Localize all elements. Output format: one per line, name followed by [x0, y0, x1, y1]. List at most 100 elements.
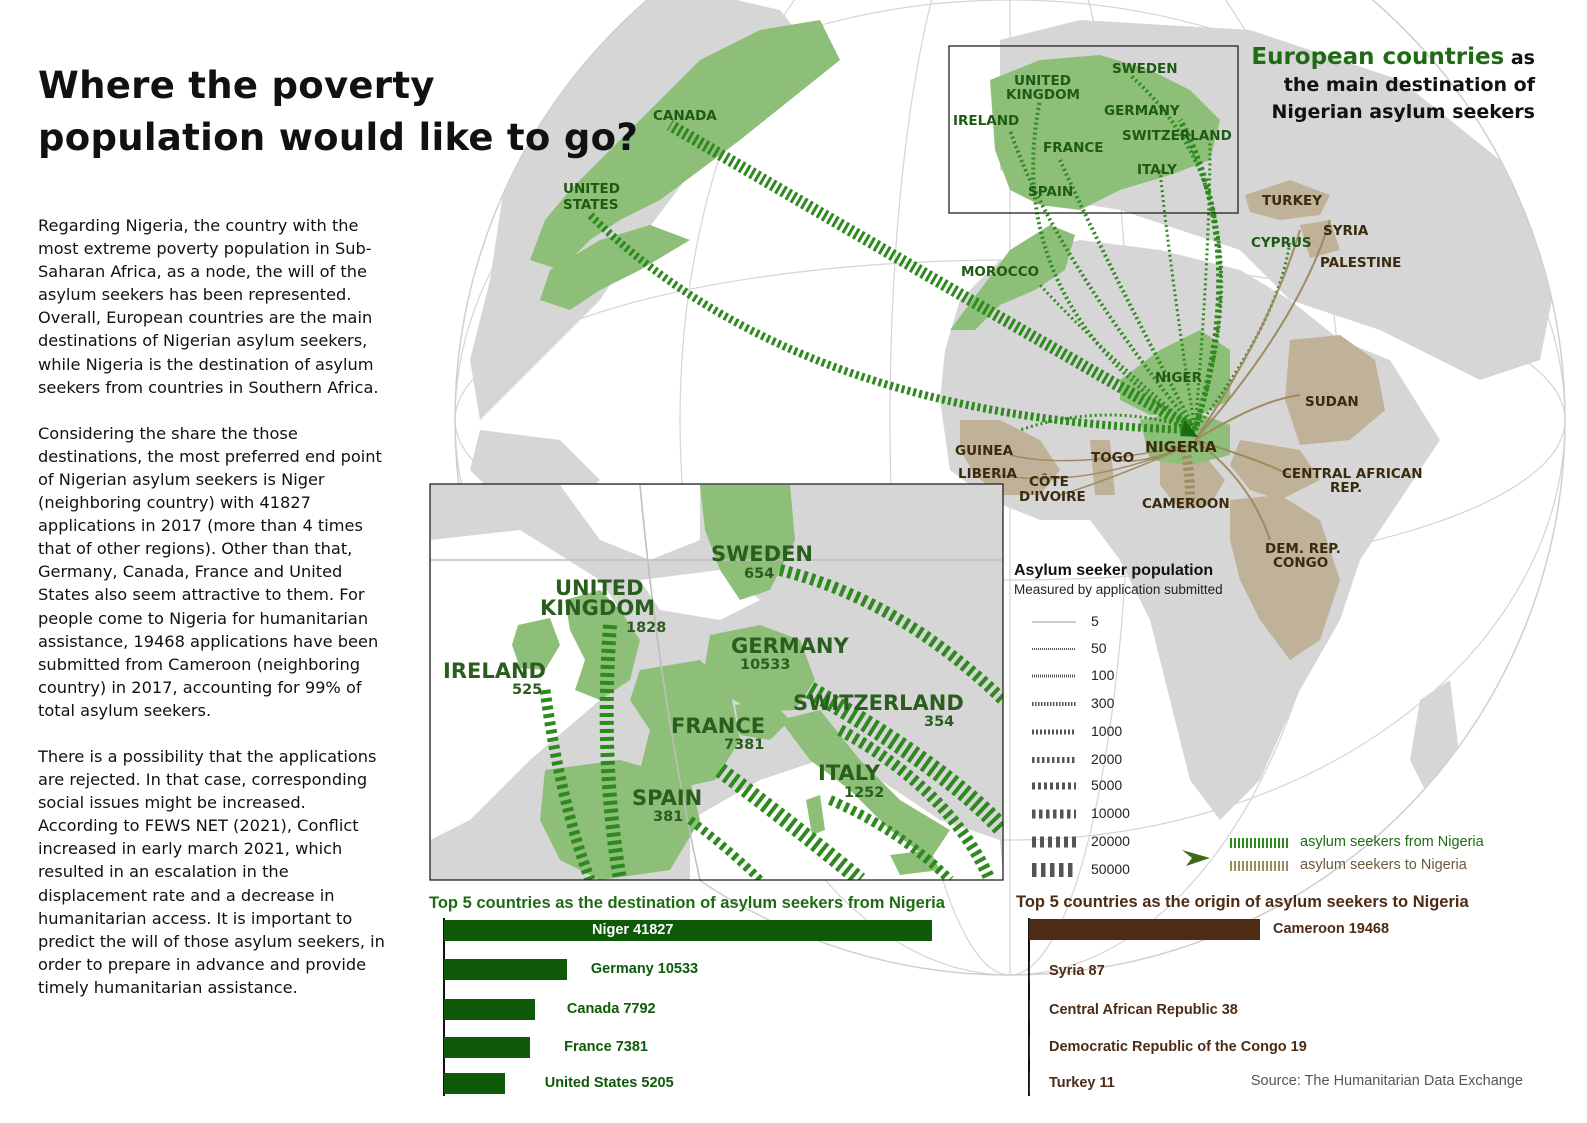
legend-title: Asylum seeker population [1014, 562, 1214, 579]
legend-line-sample [1032, 782, 1076, 790]
bar-label: Niger 41827 [592, 922, 674, 938]
bar [444, 959, 567, 980]
legend-scale-value: 100 [1091, 667, 1115, 683]
inset-label-uk-2: KINGDOM [540, 596, 655, 620]
inset-value-ireland: 525 [512, 682, 542, 698]
body-paragraph: Regarding Nigeria, the country with the … [38, 216, 379, 397]
bar [1029, 1073, 1030, 1094]
bar [444, 999, 535, 1020]
bar [1029, 919, 1260, 940]
inset-label-france: FRANCE [671, 714, 765, 738]
legend-line-sample [1032, 674, 1076, 678]
label-us-1: UNITED [563, 181, 620, 197]
legend-scale-value: 50000 [1091, 861, 1130, 877]
inset-value-france: 7381 [724, 737, 764, 753]
legend-scale-value: 20000 [1091, 833, 1130, 849]
bar [1029, 1037, 1030, 1058]
legend-line-sample [1032, 809, 1076, 819]
inset-value-spain: 381 [653, 809, 683, 825]
label-canada: CANADA [653, 108, 717, 124]
legend-scale-value: 50 [1091, 640, 1107, 656]
legend-scale-value: 10000 [1091, 805, 1130, 821]
label-switzerland: SWITZERLAND [1122, 128, 1232, 144]
bar [1029, 961, 1031, 982]
bar [1029, 1000, 1030, 1021]
label-drc-1: DEM. REP. [1265, 541, 1341, 557]
inset-label-germany: GERMANY [731, 634, 849, 658]
label-germany: GERMANY [1104, 103, 1180, 119]
label-guinea: GUINEA [955, 443, 1014, 459]
bar-label: United States 5205 [544, 1075, 674, 1091]
label-nigeria: NIGERIA [1145, 438, 1217, 456]
label-spain: SPAIN [1028, 184, 1073, 200]
chart-title-origin: Top 5 countries as the origin of asylum … [1016, 893, 1469, 911]
bar [444, 1037, 531, 1058]
legend-subtitle: Measured by application submitted [1014, 582, 1223, 597]
label-drc-2: CONGO [1273, 555, 1328, 571]
inset-label-sweden: SWEDEN [711, 542, 813, 566]
europe-heading-rest: as [1504, 47, 1535, 69]
body-paragraph: Considering the share the those destinat… [38, 423, 382, 720]
label-france: FRANCE [1043, 140, 1104, 156]
legend-line-sample [1032, 702, 1076, 706]
label-syria: SYRIA [1323, 223, 1369, 239]
label-togo: TOGO [1091, 450, 1134, 466]
legend-key-samples [1230, 838, 1288, 871]
label-us-2: STATES [563, 197, 618, 213]
inset-label-switzerland: SWITZERLAND [793, 691, 964, 715]
legend-to-label: asylum seekers to Nigeria [1300, 857, 1467, 873]
label-turkey: TURKEY [1262, 193, 1322, 209]
label-car-1: CENTRAL AFRICAN [1282, 466, 1423, 482]
inset-label-italy: ITALY [818, 761, 881, 785]
label-cote-2: D'IVOIRE [1019, 489, 1086, 505]
label-palestine: PALESTINE [1320, 255, 1401, 271]
label-italy: ITALY [1137, 162, 1177, 178]
inset-value-germany: 10533 [740, 657, 790, 673]
label-morocco: MOROCCO [961, 264, 1039, 280]
label-cameroon: CAMEROON [1142, 496, 1230, 512]
legend-from-label: asylum seekers from Nigeria [1300, 834, 1484, 850]
legend-scale-value: 2000 [1091, 751, 1123, 767]
legend-line-sample [1032, 836, 1076, 848]
bar-label: Syria 87 [1049, 963, 1105, 979]
label-cote-1: CÔTE [1029, 472, 1069, 490]
label-uk-1: UNITED [1014, 73, 1071, 89]
legend: Asylum seeker population Measured by app… [1014, 562, 1274, 597]
bar-label: Cameroon 19468 [1273, 921, 1390, 937]
label-ireland: IRELAND [953, 113, 1019, 129]
legend-line-sample [1032, 648, 1076, 650]
legend-scale-value: 1000 [1091, 723, 1123, 739]
inset-value-sweden: 654 [744, 566, 774, 582]
europe-box [948, 45, 1239, 214]
label-uk-2: KINGDOM [1006, 87, 1080, 103]
label-car-2: REP. [1330, 480, 1362, 496]
chart-title-destination: Top 5 countries as the destination of as… [429, 894, 945, 912]
inset-map: SWEDEN 654 UNITED KINGDOM 1828 IRELAND 5… [429, 483, 1004, 881]
legend-scale-value: 5 [1091, 613, 1099, 629]
body-text: Regarding Nigeria, the country with the … [38, 214, 388, 1022]
label-sudan: SUDAN [1305, 394, 1359, 410]
nigeria-marker [1180, 420, 1198, 437]
bar-label: Democratic Republic of the Congo 19 [1049, 1039, 1307, 1055]
bar [444, 1073, 505, 1094]
europe-heading-line3: Nigerian asylum seekers [1271, 101, 1536, 123]
flows-to-nigeria [999, 219, 1331, 541]
arrow-icon [1182, 850, 1210, 866]
inset-value-uk: 1828 [626, 620, 666, 636]
bar-label: Turkey 11 [1049, 1075, 1115, 1091]
inset-label-ireland: IRELAND [443, 659, 546, 683]
label-niger: NIGER [1155, 370, 1203, 386]
inset-value-switzerland: 354 [924, 714, 954, 730]
legend-line-sample [1032, 863, 1076, 877]
europe-heading-line2: the main destination of [1283, 74, 1535, 96]
inset-value-italy: 1252 [844, 785, 884, 801]
label-sweden: SWEDEN [1112, 61, 1178, 77]
bar-label: Germany 10533 [590, 961, 699, 977]
body-paragraph: There is a possibility that the applicat… [38, 746, 385, 997]
bar-label: France 7381 [564, 1039, 648, 1055]
legend-line-sample [1032, 757, 1076, 763]
europe-heading: European countries as the main destinati… [1251, 44, 1535, 126]
inset-label-spain: SPAIN [632, 786, 702, 810]
label-cyprus: CYPRUS [1251, 235, 1312, 251]
